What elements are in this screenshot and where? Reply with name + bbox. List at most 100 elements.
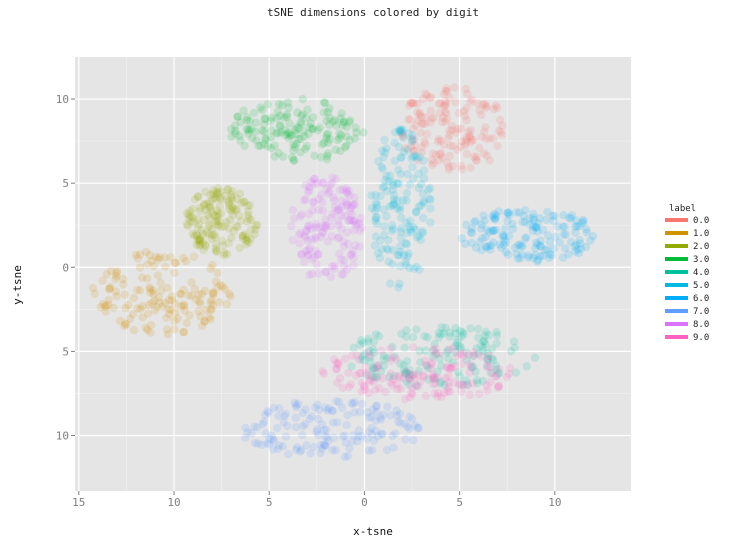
scatter-point [261,134,271,143]
scatter-point [413,99,422,108]
scatter-point [292,402,301,412]
scatter-point [462,89,472,99]
scatter-point [428,160,437,170]
scatter-point [434,156,444,165]
scatter-point [371,416,381,425]
scatter-point [299,127,308,136]
scatter-point [409,147,418,156]
scatter-point [220,248,229,258]
scatter-point [96,302,105,312]
scatter-point [472,156,481,166]
scatter-point [263,100,272,109]
scatter-point [435,108,445,118]
scatter-point [571,228,580,237]
scatter-point [307,177,316,187]
scatter-point [401,435,410,444]
scatter-point [289,140,298,149]
scatter-point [314,269,323,278]
scatter-point [291,423,301,432]
scatter-point [245,200,255,210]
scatter-point [335,134,344,143]
scatter-point [396,202,405,212]
scatter-point [357,355,367,364]
scatter-point [389,191,399,200]
scatter-point [543,231,553,240]
scatter-point [339,237,348,246]
scatter-point [308,124,317,134]
scatter-point [308,124,317,134]
scatter-point [559,230,568,239]
scatter-point [138,313,147,322]
scatter-point [415,231,424,241]
scatter-point [415,152,424,162]
scatter-point [414,183,424,193]
scatter-point [273,129,283,138]
scatter-point [442,108,451,118]
scatter-point [266,116,275,126]
scatter-point [524,253,533,262]
scatter-point [171,258,180,268]
scatter-point [143,325,152,335]
scatter-point [230,121,240,130]
scatter-point [171,308,180,317]
scatter-point [374,361,383,370]
scatter-point [431,350,440,359]
scatter-point [436,330,446,339]
scatter-point [417,118,427,128]
scatter-point [533,227,542,236]
scatter-point [358,352,367,361]
scatter-point [421,89,430,98]
scatter-point [357,399,367,409]
scatter-point [500,231,509,241]
scatter-point [415,346,424,356]
scatter-point [402,367,412,377]
scatter-point [311,234,320,244]
scatter-point [291,413,300,422]
scatter-point [345,136,355,145]
scatter-point [185,213,194,223]
scatter-point [309,442,318,452]
scatter-point [218,282,227,291]
scatter-point [429,373,438,383]
scatter-point [382,187,392,196]
scatter-point [201,205,211,215]
scatter-point [313,222,323,232]
scatter-point [488,134,498,143]
scatter-point [440,101,450,110]
scatter-point [303,105,312,114]
scatter-point [405,225,415,234]
scatter-point [475,143,484,153]
scatter-point [525,214,535,223]
scatter-point [372,212,381,222]
scatter-point [330,196,339,205]
scatter-point [368,373,377,382]
scatter-point [390,156,400,166]
scatter-point [392,379,402,389]
scatter-point [242,125,251,134]
scatter-point [408,124,418,133]
scatter-point [386,356,396,365]
scatter-point [206,298,216,307]
scatter-point [371,216,380,225]
scatter-point [387,226,396,236]
scatter-point [464,127,473,137]
scatter-point [377,429,386,438]
scatter-point [354,426,364,435]
scatter-point [494,364,504,374]
scatter-point [488,211,497,220]
scatter-point [170,316,179,325]
scatter-point [512,208,521,217]
scatter-point [374,331,384,341]
scatter-point [264,440,274,449]
scatter-point [336,114,346,123]
scatter-point [405,393,415,402]
scatter-point [312,425,322,434]
scatter-point [396,409,405,419]
scatter-point [418,228,428,238]
scatter-point [346,250,355,260]
scatter-point [384,235,393,245]
scatter-point [327,232,337,241]
scatter-point [343,410,352,420]
scatter-point [321,425,331,435]
scatter-point [481,339,490,349]
